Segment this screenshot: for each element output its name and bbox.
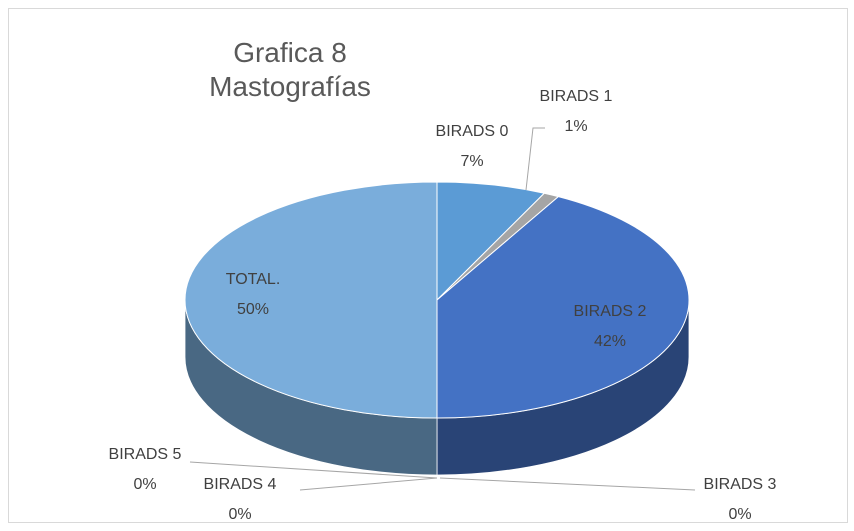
data-label-value: 1%: [564, 118, 587, 135]
data-label-category: BIRADS 4: [204, 476, 277, 493]
data-label-category: BIRADS 0: [436, 123, 509, 140]
chart-title: Grafica 8 Mastografías: [209, 37, 371, 102]
data-label-category: BIRADS 5: [109, 446, 182, 463]
leader-line: [299, 477, 438, 491]
data-label-category: BIRADS 2: [574, 303, 647, 320]
data-label-category: BIRADS 3: [704, 476, 777, 493]
data-label-value: 0%: [228, 506, 251, 523]
pie-slice: [436, 196, 690, 419]
leader-line: [189, 461, 438, 479]
data-label-value: 50%: [237, 301, 269, 318]
pie-slice: [436, 181, 546, 302]
data-label-category: BIRADS 1: [540, 88, 613, 105]
data-label-value: 0%: [133, 476, 156, 493]
pie-slice: [184, 181, 438, 419]
data-label-value: 42%: [594, 333, 626, 350]
leader-line: [439, 477, 696, 491]
data-label-category: TOTAL.: [226, 271, 281, 288]
data-label-value: 0%: [728, 506, 751, 523]
leader-line: [525, 127, 545, 191]
data-label-value: 7%: [460, 153, 483, 170]
